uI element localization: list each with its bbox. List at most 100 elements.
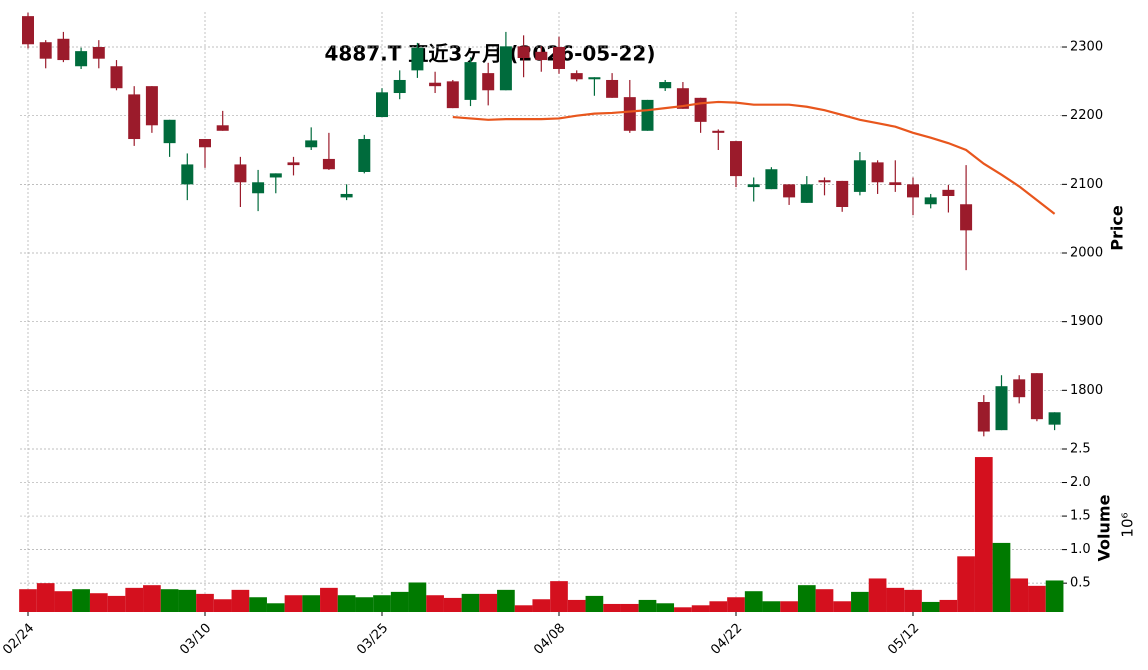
volume-bar <box>302 595 321 612</box>
volume-bar <box>107 595 126 612</box>
volume-bar <box>762 601 781 612</box>
volume-bar <box>815 589 834 612</box>
volume-bar <box>851 591 869 612</box>
volume-bar <box>585 595 604 612</box>
candle-body <box>199 139 211 148</box>
candle-body <box>464 62 477 100</box>
x-tick-label: 02/24 <box>0 621 37 658</box>
y-tick-label: 2300 <box>1070 40 1103 55</box>
y2-tick-label: 2.0 <box>1070 475 1091 490</box>
x-tick-label: 05/12 <box>885 621 922 658</box>
candle-body <box>694 97 707 122</box>
volume-bar <box>886 587 905 612</box>
candle-body <box>181 164 194 185</box>
candle-body <box>234 164 247 183</box>
volume-bar <box>213 599 232 612</box>
moving-average <box>452 100 1056 215</box>
candle-body <box>853 160 866 192</box>
candle-body <box>393 79 406 94</box>
volume-bar <box>921 601 940 612</box>
candle-body <box>641 99 654 131</box>
x-tick-label: 03/25 <box>354 621 391 658</box>
candle-body <box>676 88 689 109</box>
y-tick-label: 2100 <box>1070 177 1103 192</box>
candle-body <box>57 38 70 61</box>
candle-body <box>889 182 902 186</box>
candle-body <box>730 141 742 177</box>
candle-body <box>871 162 884 183</box>
candle-body <box>75 51 88 67</box>
candle-body <box>216 125 229 131</box>
volume-bar <box>674 607 692 612</box>
candle-body <box>1048 412 1061 425</box>
y-axis-label: Price <box>1108 205 1127 251</box>
candle-body <box>482 73 495 91</box>
volume-bar <box>957 556 975 612</box>
volume-bar <box>868 578 887 612</box>
candle-body <box>942 189 955 197</box>
volume-bar <box>320 587 338 612</box>
volume-bar <box>620 603 639 612</box>
candle-body <box>659 82 672 89</box>
candle-body <box>411 47 424 71</box>
volume-bar <box>797 585 816 612</box>
volume-bar <box>638 599 657 612</box>
y-tick-label: 1900 <box>1070 314 1103 329</box>
volume-bar <box>443 597 462 612</box>
candle-body <box>1030 373 1043 420</box>
candle-body <box>1013 379 1026 398</box>
candle-body <box>836 180 849 207</box>
volume-bar <box>125 587 144 612</box>
candle-body <box>252 182 265 194</box>
volume-bar <box>249 597 267 612</box>
candle-body <box>747 184 760 188</box>
candle-body <box>39 42 52 59</box>
volume-bar <box>992 542 1011 612</box>
candle-body <box>517 46 530 59</box>
volume-bar <box>974 457 993 612</box>
volume-bar <box>532 599 551 612</box>
candle-body <box>322 158 335 170</box>
candle-body <box>818 180 831 183</box>
candle-body <box>340 193 353 198</box>
volume-bar <box>408 582 427 612</box>
candle-body <box>535 51 548 61</box>
candle-body <box>800 184 813 203</box>
candle-body <box>995 386 1008 431</box>
volume-bar <box>231 589 250 612</box>
volume-bar <box>89 593 108 612</box>
candle-body <box>269 173 282 178</box>
volume-bar <box>780 601 798 612</box>
volume-bar <box>550 581 568 612</box>
y-tick-label: 1800 <box>1070 383 1103 398</box>
candle-body <box>960 204 973 231</box>
volume-bar <box>514 605 533 612</box>
volume-bar <box>160 589 179 612</box>
y2-tick-label: 1.0 <box>1070 542 1091 557</box>
volume-bar <box>19 589 37 612</box>
volume-bar <box>143 585 161 612</box>
volume-bar <box>1045 580 1064 612</box>
candle-body <box>623 97 636 131</box>
volume-bar <box>833 601 852 612</box>
candle-body <box>712 130 725 133</box>
x-tick-label: 04/08 <box>531 621 568 658</box>
candle-body <box>570 73 583 80</box>
volume-bar <box>337 595 356 612</box>
candle-body <box>376 92 388 118</box>
y2-tick-label: 1.5 <box>1070 509 1091 524</box>
volume-bar <box>656 603 675 612</box>
candle-body <box>22 16 34 45</box>
candle-body <box>163 119 176 144</box>
candle-body <box>145 86 158 126</box>
volume-bar <box>939 599 958 612</box>
candle-body <box>783 184 796 198</box>
x-tick-label: 03/10 <box>177 621 214 658</box>
volume-bar <box>373 595 391 612</box>
y2-scale-label: 10⁶ <box>1119 512 1137 537</box>
volume-bar <box>904 589 922 612</box>
volume-bar <box>284 595 303 612</box>
y-tick-label: 2000 <box>1070 246 1103 261</box>
volume-bar <box>196 593 214 612</box>
